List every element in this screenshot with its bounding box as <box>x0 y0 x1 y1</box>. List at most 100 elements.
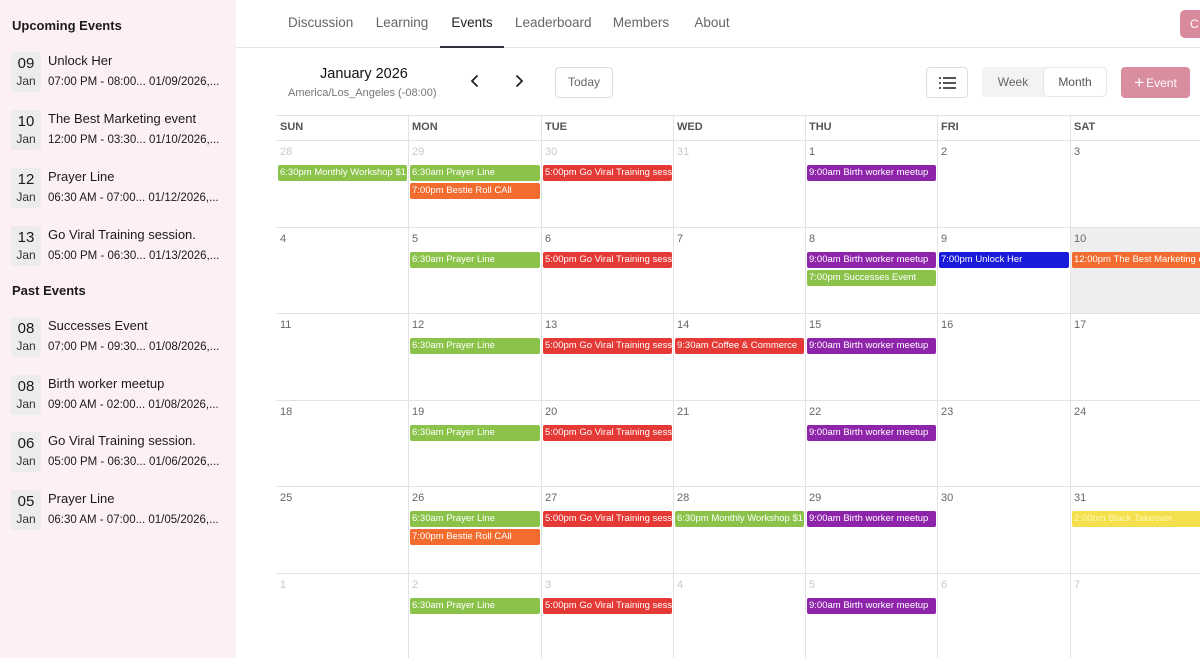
calendar-event-chip[interactable]: 7:00pm Unlock Her <box>939 251 1069 268</box>
today-button[interactable]: Today <box>555 67 613 98</box>
upcoming-event-item[interactable]: 09 Jan Unlock Her 07:00 PM - 08:00... 01… <box>0 52 236 102</box>
day-number[interactable]: 30 <box>941 492 954 504</box>
day-number[interactable]: 4 <box>280 232 287 245</box>
calendar-event-chip[interactable]: 6:30am Prayer Line <box>410 597 540 614</box>
tab-learning[interactable]: Learning <box>375 15 429 30</box>
day-number[interactable]: 27 <box>545 492 558 504</box>
calendar-event-chip[interactable]: 7:00pm Successes Event <box>807 269 936 286</box>
day-number[interactable]: 24 <box>1074 405 1087 418</box>
past-event-item[interactable]: 05 Jan Prayer Line 06:30 AM - 07:00... 0… <box>0 490 236 540</box>
calendar-event-chip[interactable]: 6:30pm Monthly Workshop $1 <box>675 511 804 527</box>
day-number[interactable]: 20 <box>545 405 558 418</box>
day-number[interactable]: 8 <box>809 232 816 245</box>
day-number[interactable]: 7 <box>1074 578 1081 591</box>
list-view-button[interactable] <box>926 67 968 98</box>
day-number[interactable]: 1 <box>280 578 287 591</box>
upcoming-event-item[interactable]: 10 Jan The Best Marketing event 12:00 PM… <box>0 110 236 160</box>
calendar-event-chip[interactable]: 5:00pm Go Viral Training sess <box>543 597 672 614</box>
day-number[interactable]: 26 <box>412 492 425 504</box>
calendar-event-chip[interactable]: 6:30pm Monthly Workshop $1 <box>278 165 407 181</box>
weekday-header: WED <box>677 121 703 133</box>
day-number[interactable]: 19 <box>412 405 425 418</box>
day-number[interactable]: 17 <box>1074 319 1087 331</box>
day-number[interactable]: 6 <box>545 232 552 245</box>
day-number[interactable]: 4 <box>677 578 684 591</box>
calendar-event-chip[interactable]: 6:30am Prayer Line <box>410 251 540 268</box>
tab-about[interactable]: About <box>694 15 730 30</box>
grid-row-line <box>276 486 1200 487</box>
day-number[interactable]: 28 <box>280 146 293 158</box>
month-view-button[interactable]: Month <box>1044 68 1106 96</box>
day-number[interactable]: 30 <box>545 146 558 158</box>
calendar-event-chip[interactable]: 5:00pm Go Viral Training sess <box>543 511 672 527</box>
day-number[interactable]: 23 <box>941 405 954 418</box>
past-event-item[interactable]: 08 Jan Successes Event 07:00 PM - 09:30.… <box>0 317 236 367</box>
day-number[interactable]: 29 <box>809 492 822 504</box>
day-number[interactable]: 10 <box>1074 232 1087 245</box>
week-view-button[interactable]: Week <box>997 75 1029 89</box>
day-number[interactable]: 7 <box>677 232 684 245</box>
day-number[interactable]: 18 <box>280 405 293 418</box>
calendar-event-chip[interactable]: 9:00am Birth worker meetup <box>807 338 936 354</box>
upcoming-events-title: Upcoming Events <box>12 18 122 33</box>
day-number[interactable]: 5 <box>412 232 419 245</box>
grid-column-line <box>1070 115 1071 658</box>
day-number[interactable]: 31 <box>677 146 690 158</box>
day-number[interactable]: 16 <box>941 319 954 331</box>
day-number[interactable]: 5 <box>809 578 816 591</box>
past-event-item[interactable]: 06 Jan Go Viral Training session. 05:00 … <box>0 432 236 482</box>
grid-row-line <box>276 573 1200 574</box>
day-number[interactable]: 25 <box>280 492 293 504</box>
add-event-button[interactable]: + Event <box>1121 67 1190 98</box>
calendar-event-chip[interactable]: 9:30am Coffee & Commerce <box>675 338 804 354</box>
calendar-event-chip[interactable]: 5:00pm Go Viral Training sess <box>543 251 672 268</box>
day-number[interactable]: 3 <box>545 578 552 591</box>
calendar-event-chip[interactable]: 9:00am Birth worker meetup <box>807 165 936 181</box>
day-number[interactable]: 12 <box>412 319 425 331</box>
day-number[interactable]: 2 <box>412 578 419 591</box>
day-number[interactable]: 14 <box>677 319 690 331</box>
next-month-button[interactable] <box>509 71 529 91</box>
calendar-event-chip[interactable]: 9:00am Birth worker meetup <box>807 424 936 441</box>
day-number[interactable]: 22 <box>809 405 822 418</box>
upcoming-event-item[interactable]: 12 Jan Prayer Line 06:30 AM - 07:00... 0… <box>0 168 236 218</box>
upcoming-event-item[interactable]: 13 Jan Go Viral Training session. 05:00 … <box>0 226 236 276</box>
day-number[interactable]: 2 <box>941 146 948 158</box>
calendar-event-chip[interactable]: 6:30am Prayer Line <box>410 424 540 441</box>
calendar-event-chip[interactable]: 6:30am Prayer Line <box>410 511 540 527</box>
calendar-event-chip[interactable]: 7:00pm Bestie Roll CAll <box>410 529 540 545</box>
calendar-event-chip[interactable]: 7:00pm Bestie Roll CAll <box>410 183 540 199</box>
event-day: 08 <box>17 378 35 395</box>
calendar-event-chip[interactable]: 9:00am Birth worker meetup <box>807 511 936 527</box>
calendar-event-chip[interactable]: 6:30am Prayer Line <box>410 338 540 354</box>
day-number[interactable]: 29 <box>412 146 425 158</box>
day-number[interactable]: 6 <box>941 578 948 591</box>
past-event-item[interactable]: 08 Jan Birth worker meetup 09:00 AM - 02… <box>0 375 236 425</box>
day-number[interactable]: 3 <box>1074 146 1081 158</box>
tab-members[interactable]: Members <box>612 15 670 30</box>
day-number[interactable]: 28 <box>677 492 690 504</box>
header-action-button[interactable]: C <box>1180 10 1200 38</box>
calendar-event-chip[interactable]: 5:00pm Go Viral Training sess <box>543 338 672 354</box>
day-number[interactable]: 13 <box>545 319 558 331</box>
weekday-header: FRI <box>941 121 959 133</box>
day-number[interactable]: 9 <box>941 232 948 245</box>
day-number[interactable]: 31 <box>1074 492 1087 504</box>
calendar-event-chip[interactable]: 6:30am Prayer Line <box>410 165 540 181</box>
prev-month-button[interactable] <box>465 71 485 91</box>
day-number[interactable]: 21 <box>677 405 690 418</box>
calendar-event-chip[interactable]: 9:00am Birth worker meetup <box>807 597 936 614</box>
tab-events[interactable]: Events <box>440 0 504 48</box>
day-number[interactable]: 1 <box>809 146 816 158</box>
day-number[interactable]: 15 <box>809 319 822 331</box>
tab-discussion[interactable]: Discussion <box>288 15 354 30</box>
calendar-event-chip[interactable]: 5:00pm Go Viral Training sess <box>543 424 672 441</box>
day-number[interactable]: 11 <box>280 319 292 331</box>
calendar-event-chip[interactable]: 9:00am Birth worker meetup <box>807 251 936 268</box>
event-day: 12 <box>17 171 35 188</box>
calendar-event-chip[interactable]: 12:00pm The Best Marketing e <box>1072 251 1200 268</box>
tab-leaderboard[interactable]: Leaderboard <box>515 15 592 30</box>
event-date-badge: 13 Jan <box>11 226 41 266</box>
calendar-event-chip[interactable]: 2:00pm Black Takeover <box>1072 511 1200 527</box>
calendar-event-chip[interactable]: 5:00pm Go Viral Training sess <box>543 165 672 181</box>
